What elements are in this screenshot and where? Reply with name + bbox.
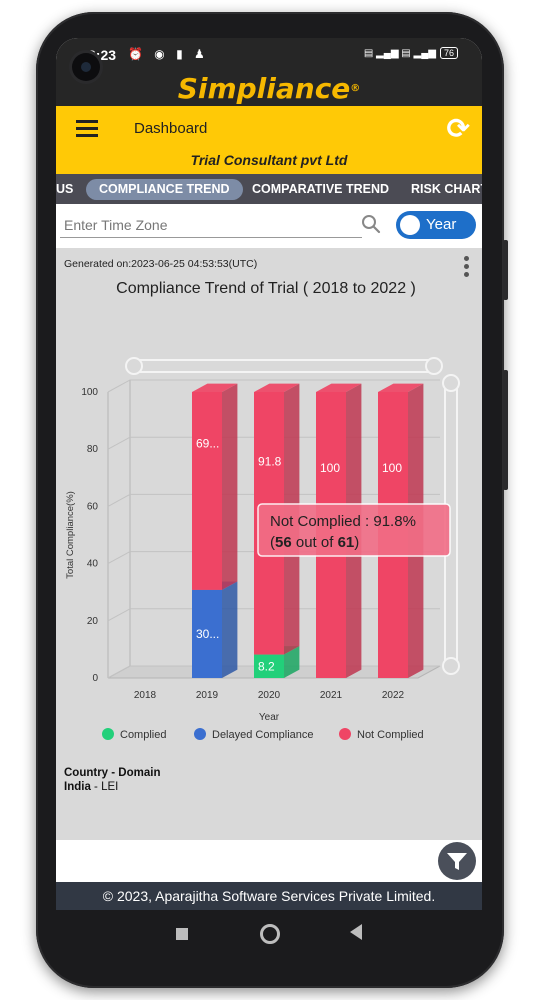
brand-bar: Simpliance®: [56, 72, 482, 106]
legend-delayed-compliance[interactable]: Delayed Compliance: [194, 728, 314, 741]
bar-top: [192, 383, 238, 392]
y-tick-label: 20: [87, 616, 99, 627]
year-toggle-label: Year: [426, 216, 457, 233]
bar-side: [222, 581, 238, 678]
x-tick-label: 2020: [258, 690, 281, 701]
y-gridline-side: [107, 551, 131, 565]
bar-side: [222, 383, 238, 590]
filter-button[interactable]: [438, 842, 476, 880]
bar-top: [254, 383, 300, 392]
volume-button: [503, 240, 508, 300]
brand-logo: Simpliance®: [177, 72, 361, 105]
bar-data-label: 69...: [196, 436, 219, 450]
refresh-icon[interactable]: ⟳: [446, 113, 470, 144]
x-tick-label: 2021: [320, 690, 343, 701]
horizontal-range-scroller: [133, 359, 435, 373]
tab-status[interactable]: US: [56, 182, 74, 196]
year-toggle[interactable]: Year: [396, 211, 476, 239]
y-tick-label: 100: [81, 387, 98, 398]
tab-risk-chart[interactable]: RISK CHART: [411, 182, 482, 196]
signal-icons: ▤ ▂▄▆ ▤ ▂▄▆ 76: [364, 47, 458, 59]
bar-data-label: 100: [320, 461, 340, 475]
timezone-input[interactable]: [60, 212, 362, 238]
bar-top: [378, 383, 424, 392]
x-axis-title: Year: [259, 712, 280, 723]
tab-comparative-trend[interactable]: COMPARATIVE TREND: [252, 182, 390, 196]
notification-icons: ⏰ ◉ ▮ ♟: [128, 47, 209, 61]
y-gridline-side: [107, 608, 131, 622]
bar-segment: [192, 589, 222, 678]
bar-data-label: 91.8: [258, 455, 282, 469]
android-nav-bar: [56, 910, 482, 958]
toggle-knob: [400, 215, 420, 235]
status-bar: 3:23 ⏰ ◉ ▮ ♟ ▤ ▂▄▆ ▤ ▂▄▆ 76: [56, 38, 482, 72]
bar-segment: [254, 654, 284, 678]
hamburger-menu-icon[interactable]: [76, 120, 98, 137]
app-screen: 3:23 ⏰ ◉ ▮ ♟ ▤ ▂▄▆ ▤ ▂▄▆ 76 Simpliance® D…: [56, 38, 482, 910]
x-tick-label: 2019: [196, 690, 219, 701]
y-gridline-side: [107, 665, 131, 679]
bar-data-label: 100: [382, 461, 402, 475]
range-handle-right: [425, 357, 443, 375]
bar-data-label: 8.2: [258, 659, 275, 673]
legend-complied[interactable]: Complied: [102, 728, 166, 741]
y-gridline-side: [107, 379, 131, 393]
y-tick-label: 40: [87, 559, 99, 570]
tooltip-box: [257, 503, 451, 557]
app-header: Dashboard ⟳ Trial Consultant pvt Ltd: [56, 106, 482, 174]
footer-copyright: © 2023, Aparajitha Software Services Pri…: [56, 882, 482, 910]
y-gridline-side: [107, 436, 131, 450]
chart-panel: Generated on:2023-06-25 04:53:53(UTC) Co…: [56, 248, 482, 840]
chart-title: Compliance Trend of Trial ( 2018 to 2022…: [116, 280, 416, 297]
bar-top: [316, 383, 362, 392]
tab-compliance-trend[interactable]: COMPLIANCE TREND: [86, 179, 243, 200]
domain-value: LEI: [101, 781, 119, 793]
company-name: Trial Consultant pvt Ltd: [190, 152, 348, 168]
country-domain: Country - Domain India - LEI: [64, 767, 161, 793]
home-icon[interactable]: [260, 924, 280, 944]
range-handle-bottom: [442, 657, 460, 675]
y-tick-label: 60: [87, 501, 99, 512]
tooltip-label: Not Complied : 91.8%: [270, 513, 416, 530]
report-tabs: US COMPLIANCE TREND COMPARATIVE TREND RI…: [56, 174, 482, 204]
chart-labels: 0 20 40 60 80 100 Total Compliance(%) 2018 30...…: [65, 387, 405, 723]
chart-tooltip: Not Complied : 91.8% (56 out of 61): [257, 503, 451, 557]
bar-side: [284, 646, 300, 678]
x-tick-label: 2022: [382, 690, 405, 701]
country-domain-heading: Country - Domain: [64, 767, 161, 779]
range-handle-left: [125, 357, 143, 375]
country-value: India: [64, 781, 91, 793]
y-gridline-side: [107, 493, 131, 507]
y-tick-label: 80: [87, 444, 99, 455]
search-icon[interactable]: [361, 214, 381, 234]
filter-row: Year: [56, 204, 482, 248]
generated-timestamp: Generated on:2023-06-25 04:53:53(UTC): [64, 258, 258, 270]
y-tick-label: 0: [92, 673, 98, 684]
tooltip-count: (56 out of 61): [270, 534, 359, 551]
power-button: [503, 370, 508, 490]
recent-apps-icon[interactable]: [176, 928, 188, 940]
range-handle-top: [442, 374, 460, 392]
page-title: Dashboard: [134, 120, 208, 137]
legend-not-complied[interactable]: Not Complied: [339, 728, 424, 741]
y-axis-title: Total Compliance(%): [65, 491, 76, 579]
x-tick-label: 2018: [134, 690, 157, 701]
chart-legend: Complied Delayed Compliance Not Complied: [56, 728, 482, 748]
front-camera: [72, 53, 100, 81]
compliance-trend-chart: 0 20 40 60 80 100 Total Compliance(%) 2018 30...…: [65, 357, 460, 723]
bar-data-label: 30...: [196, 627, 219, 641]
more-options-icon[interactable]: [464, 256, 470, 280]
battery-icon: 76: [439, 47, 458, 59]
bottom-spacer: [56, 840, 482, 882]
bar-segment: [192, 392, 222, 590]
back-icon[interactable]: [350, 924, 362, 940]
filter-icon: [447, 853, 467, 870]
